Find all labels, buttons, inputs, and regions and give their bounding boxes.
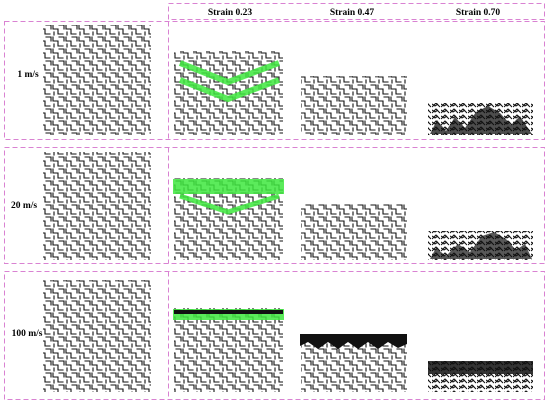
row-label-3: 100 m/s bbox=[12, 329, 43, 339]
column-header-2: Strain 0.47 bbox=[330, 8, 375, 18]
lattice-undeformed-3 bbox=[43, 280, 151, 392]
crushed-layer bbox=[300, 334, 407, 349]
shear-band-v bbox=[179, 193, 280, 215]
column-header-3: Strain 0.70 bbox=[456, 8, 501, 18]
row-label-1: 1 m/s bbox=[17, 70, 39, 80]
crushed-layer bbox=[428, 361, 533, 374]
row-label-2: 20 m/s bbox=[11, 201, 37, 211]
crush-zone bbox=[430, 232, 532, 259]
cell-1ms-strain-0.47 bbox=[301, 76, 407, 135]
lattice-undeformed-2 bbox=[43, 152, 151, 260]
impact-band-top bbox=[173, 179, 284, 194]
shear-band-upper bbox=[178, 60, 281, 86]
cell-20ms-strain-0.70 bbox=[428, 231, 533, 260]
cell-1ms-strain-0.23 bbox=[174, 51, 283, 135]
column-header-frame bbox=[168, 3, 545, 20]
cell-1ms-strain-0.70 bbox=[428, 103, 533, 135]
row-frame-3 bbox=[4, 271, 545, 400]
cell-20ms-strain-0.47 bbox=[301, 204, 407, 260]
lattice-deformed bbox=[174, 51, 283, 135]
impact-band-top bbox=[173, 309, 284, 320]
lattice-compressed bbox=[301, 204, 407, 260]
crush-zone bbox=[430, 106, 532, 134]
shear-band-lower bbox=[178, 77, 281, 103]
lattice-compressed bbox=[301, 76, 407, 135]
row-frame-1 bbox=[4, 21, 545, 140]
cell-100ms-strain-0.47 bbox=[300, 334, 407, 392]
column-header-1: Strain 0.23 bbox=[208, 8, 253, 18]
cell-100ms-strain-0.23 bbox=[173, 308, 284, 392]
lattice-undeformed-1 bbox=[43, 25, 151, 135]
lattice-deformed bbox=[174, 308, 283, 392]
cell-100ms-strain-0.70 bbox=[428, 361, 533, 392]
crushed-layer bbox=[174, 310, 283, 314]
cell-20ms-strain-0.23 bbox=[173, 178, 284, 260]
